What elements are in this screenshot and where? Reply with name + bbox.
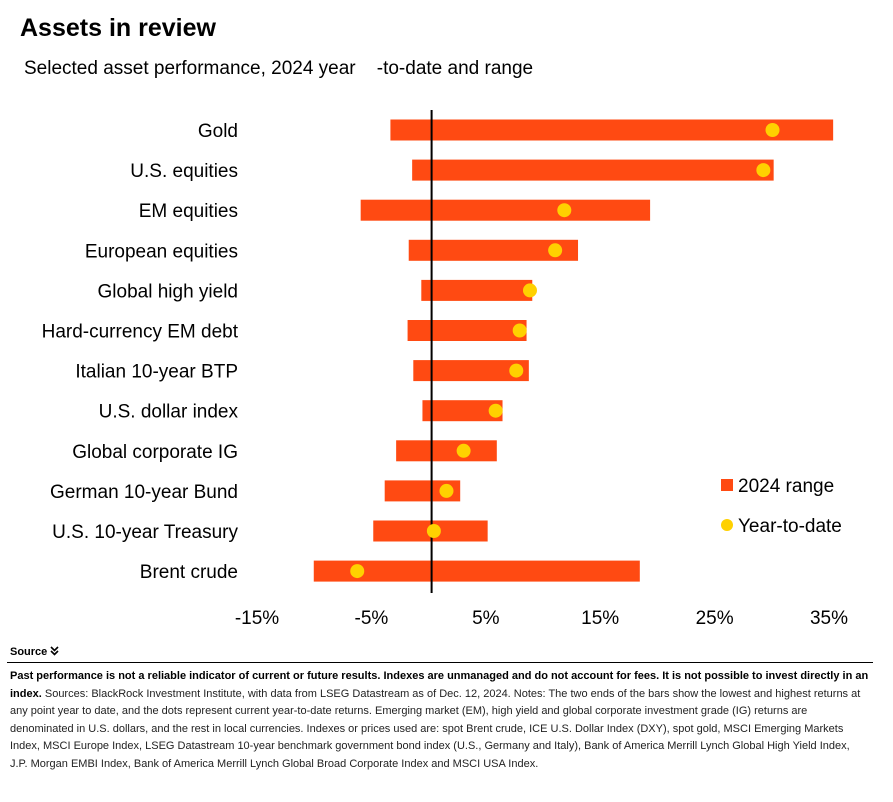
x-tick-label: 15% — [581, 608, 619, 629]
source-label: Source — [10, 646, 48, 658]
sources-notes-text: Sources: BlackRock Investment Institute,… — [10, 687, 861, 770]
category-labels: Gold U.S. equities EM equities European equ… — [42, 121, 239, 583]
ytd-dot-u-s-10-year-treasury — [426, 524, 441, 538]
ytd-dot-hard-currency-em-debt — [512, 323, 527, 338]
category-label-global-corporate-ig: Global corporate IG — [72, 442, 238, 463]
x-tick-label: 25% — [696, 608, 734, 629]
x-tick-label: -5% — [355, 608, 389, 629]
range-bar-global-high-yield — [421, 279, 533, 301]
category-label-brent-crude: Brent crude — [140, 562, 238, 583]
legend: 2024 range Year-to-date — [721, 476, 842, 537]
category-label-u-s-10-year-treasury: U.S. 10-year Treasury — [52, 522, 238, 543]
footer-divider — [7, 662, 873, 663]
range-chart: Gold U.S. equities EM equities European equ… — [42, 110, 848, 629]
range-bar-global-corporate-ig — [396, 440, 497, 462]
ytd-dot-global-high-yield — [522, 283, 537, 298]
x-tick-label: -15% — [235, 608, 279, 629]
ytd-dot-gold — [765, 123, 780, 137]
ytd-dot-u-s-equities — [756, 163, 771, 178]
range-bar-hard-currency-em-debt — [407, 320, 527, 341]
category-label-u-s-dollar-index: U.S. dollar index — [99, 402, 239, 423]
ytd-dot-german-10-year-bund — [439, 483, 454, 498]
category-label-u-s-equities: U.S. equities — [130, 161, 238, 182]
ytd-dot-italian-10-year-btp — [509, 363, 524, 378]
range-bar-european-equities — [408, 239, 579, 261]
ytd-dot-global-corporate-ig — [456, 443, 471, 458]
ytd-dots — [350, 123, 780, 579]
legend-ytd-swatch — [721, 519, 733, 531]
category-label-european-equities: European equities — [85, 241, 238, 262]
category-label-global-high-yield: Global high yield — [98, 281, 238, 302]
legend-range-label: 2024 range — [738, 476, 834, 497]
x-tick-label: 35% — [810, 608, 848, 629]
category-label-gold: Gold — [198, 121, 238, 142]
range-bar-u-s-dollar-index — [422, 400, 503, 422]
ytd-dot-u-s-dollar-index — [488, 403, 503, 418]
range-bar-gold — [390, 119, 834, 141]
range-bar-u-s-equities — [412, 159, 774, 181]
legend-range-swatch — [721, 479, 733, 491]
disclaimer-text: Past performance is not a reliable indic… — [10, 670, 869, 700]
range-bar-italian-10-year-btp — [413, 360, 529, 382]
footer-notes: Past performance is not a reliable indic… — [10, 668, 870, 773]
legend-ytd-label: Year-to-date — [738, 516, 842, 537]
range-bar-german-10-year-bund — [384, 480, 461, 502]
category-label-german-10-year-bund: German 10-year Bund — [50, 482, 238, 503]
category-label-hard-currency-em-debt: Hard-currency EM debt — [42, 322, 239, 343]
range-bar-em-equities — [360, 199, 651, 221]
chevron-double-down-icon — [50, 646, 59, 656]
range-bar-brent-crude — [313, 560, 640, 582]
chart-subtitle: Selected asset performance, 2024 year -t… — [24, 58, 534, 79]
source-toggle[interactable]: Source — [10, 646, 59, 658]
ytd-dot-brent-crude — [350, 564, 365, 579]
page-title: Assets in review — [20, 14, 216, 42]
range-bars — [313, 119, 834, 582]
category-label-italian-10-year-btp: Italian 10-year BTP — [75, 362, 238, 383]
x-axis-tick-labels: -15% -5% 5% 15% 25% 35% — [235, 608, 848, 629]
ytd-dot-em-equities — [557, 203, 572, 218]
category-label-em-equities: EM equities — [139, 201, 238, 222]
ytd-dot-european-equities — [548, 243, 563, 258]
x-tick-label: 5% — [472, 608, 500, 629]
